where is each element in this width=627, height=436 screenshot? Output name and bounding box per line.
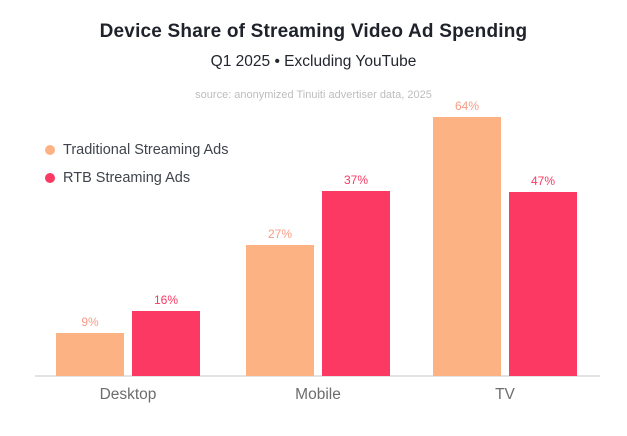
x-axis-label-desktop: Desktop xyxy=(99,386,157,403)
legend-item-rtb: RTB Streaming Ads xyxy=(45,170,229,186)
x-axis-label-tv: TV xyxy=(495,386,515,403)
bar-traditional-desktop xyxy=(56,333,124,376)
bar-value-label: 16% xyxy=(153,293,179,307)
bar-value-label: 37% xyxy=(343,173,369,187)
legend-item-traditional: Traditional Streaming Ads xyxy=(45,142,229,158)
legend: Traditional Streaming Ads RTB Streaming A… xyxy=(45,142,229,186)
source-note: source: anonymized Tinuiti advertiser da… xyxy=(195,89,432,101)
chart-title: Device Share of Streaming Video Ad Spend… xyxy=(99,21,528,42)
legend-dot-traditional xyxy=(45,145,55,155)
bar-traditional-mobile xyxy=(246,245,314,376)
bar-rtb-tv xyxy=(509,192,577,376)
legend-dot-rtb xyxy=(45,173,55,183)
legend-label: RTB Streaming Ads xyxy=(63,170,191,186)
bar-traditional-tv xyxy=(433,117,501,376)
legend-label: Traditional Streaming Ads xyxy=(63,142,229,158)
bar-value-label: 64% xyxy=(454,99,480,113)
x-axis-label-mobile: Mobile xyxy=(295,386,341,403)
x-axis-line xyxy=(35,375,600,377)
bar-value-label: 27% xyxy=(267,227,293,241)
bar-rtb-desktop xyxy=(132,311,200,376)
bar-value-label: 9% xyxy=(81,315,99,329)
bar-rtb-mobile xyxy=(322,191,390,376)
bar-value-label: 47% xyxy=(530,174,556,188)
chart-subtitle: Q1 2025 • Excluding YouTube xyxy=(210,53,417,70)
